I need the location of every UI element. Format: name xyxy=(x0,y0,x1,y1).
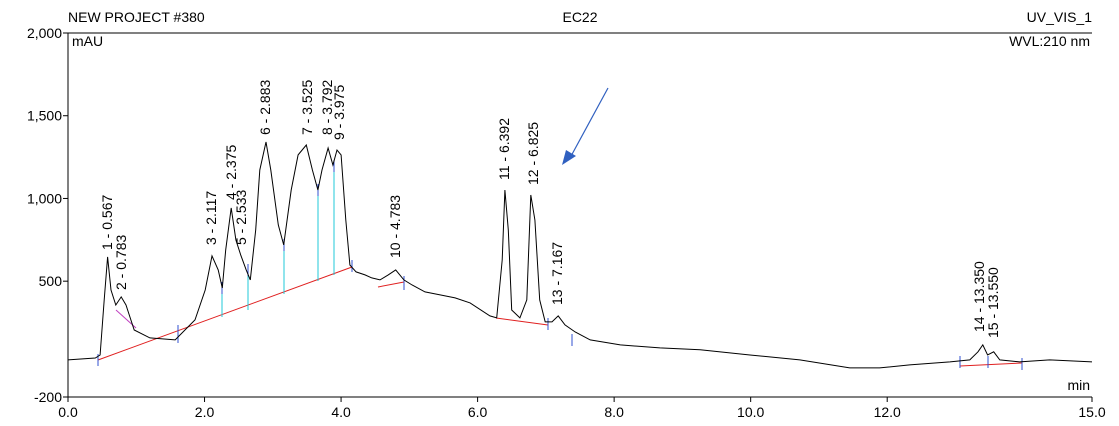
peak-label: 13 - 7.167 xyxy=(549,242,565,305)
channel: UV_VIS_1 xyxy=(1027,9,1093,25)
annotation-arrow xyxy=(562,87,609,165)
wavelength: WVL:210 nm xyxy=(1009,33,1090,49)
y-tick-label: 1,000 xyxy=(27,190,62,206)
peak-markers xyxy=(97,160,1023,370)
x-tick-label: 8.0 xyxy=(604,404,624,420)
x-tick-label: 2.0 xyxy=(195,404,215,420)
peak-label: 3 - 2.117 xyxy=(203,191,219,245)
y-tick-label: 1,500 xyxy=(27,108,62,124)
peak-label: 5 - 2.533 xyxy=(233,190,249,245)
integration-baselines xyxy=(97,266,1023,367)
trace xyxy=(67,141,1093,369)
x-tick-label: 0.0 xyxy=(58,404,78,420)
peak-label: 4 - 2.375 xyxy=(223,145,239,200)
x-tick-label: 10.0 xyxy=(737,404,764,420)
x-tick-label: 4.0 xyxy=(331,404,351,420)
x-tick-label: 12.0 xyxy=(874,404,901,420)
x-axis-label: min xyxy=(1067,377,1090,393)
x-tick-label: 6.0 xyxy=(468,404,488,420)
project-name: NEW PROJECT #380 xyxy=(68,9,205,25)
peak-label: 9 - 3.975 xyxy=(331,85,347,140)
chart-title: EC22 xyxy=(562,9,597,25)
peak-label: 1 - 0.567 xyxy=(99,195,115,250)
peak-label: 8 - 3.792 xyxy=(319,80,335,135)
x-tick-label: 15.0 xyxy=(1078,404,1105,420)
y-tick-label: 2,000 xyxy=(27,25,62,41)
peak-label: 15 - 13.550 xyxy=(985,267,1001,338)
peak-label: 11 - 6.392 xyxy=(496,118,512,180)
peak-label: 14 - 13.350 xyxy=(971,261,987,332)
peak-drop-lines xyxy=(221,165,335,317)
peak-label: 10 - 4.783 xyxy=(387,195,403,258)
peak-label: 7 - 3.525 xyxy=(299,80,315,135)
peak-label: 12 - 6.825 xyxy=(525,122,541,185)
peak-label: 2 - 0.783 xyxy=(113,235,129,290)
y-tick-label: 500 xyxy=(39,273,63,289)
y-tick-label: -200 xyxy=(34,389,62,405)
y-axis-label: mAU xyxy=(72,33,103,49)
peak-label: 6 - 2.883 xyxy=(257,80,273,135)
